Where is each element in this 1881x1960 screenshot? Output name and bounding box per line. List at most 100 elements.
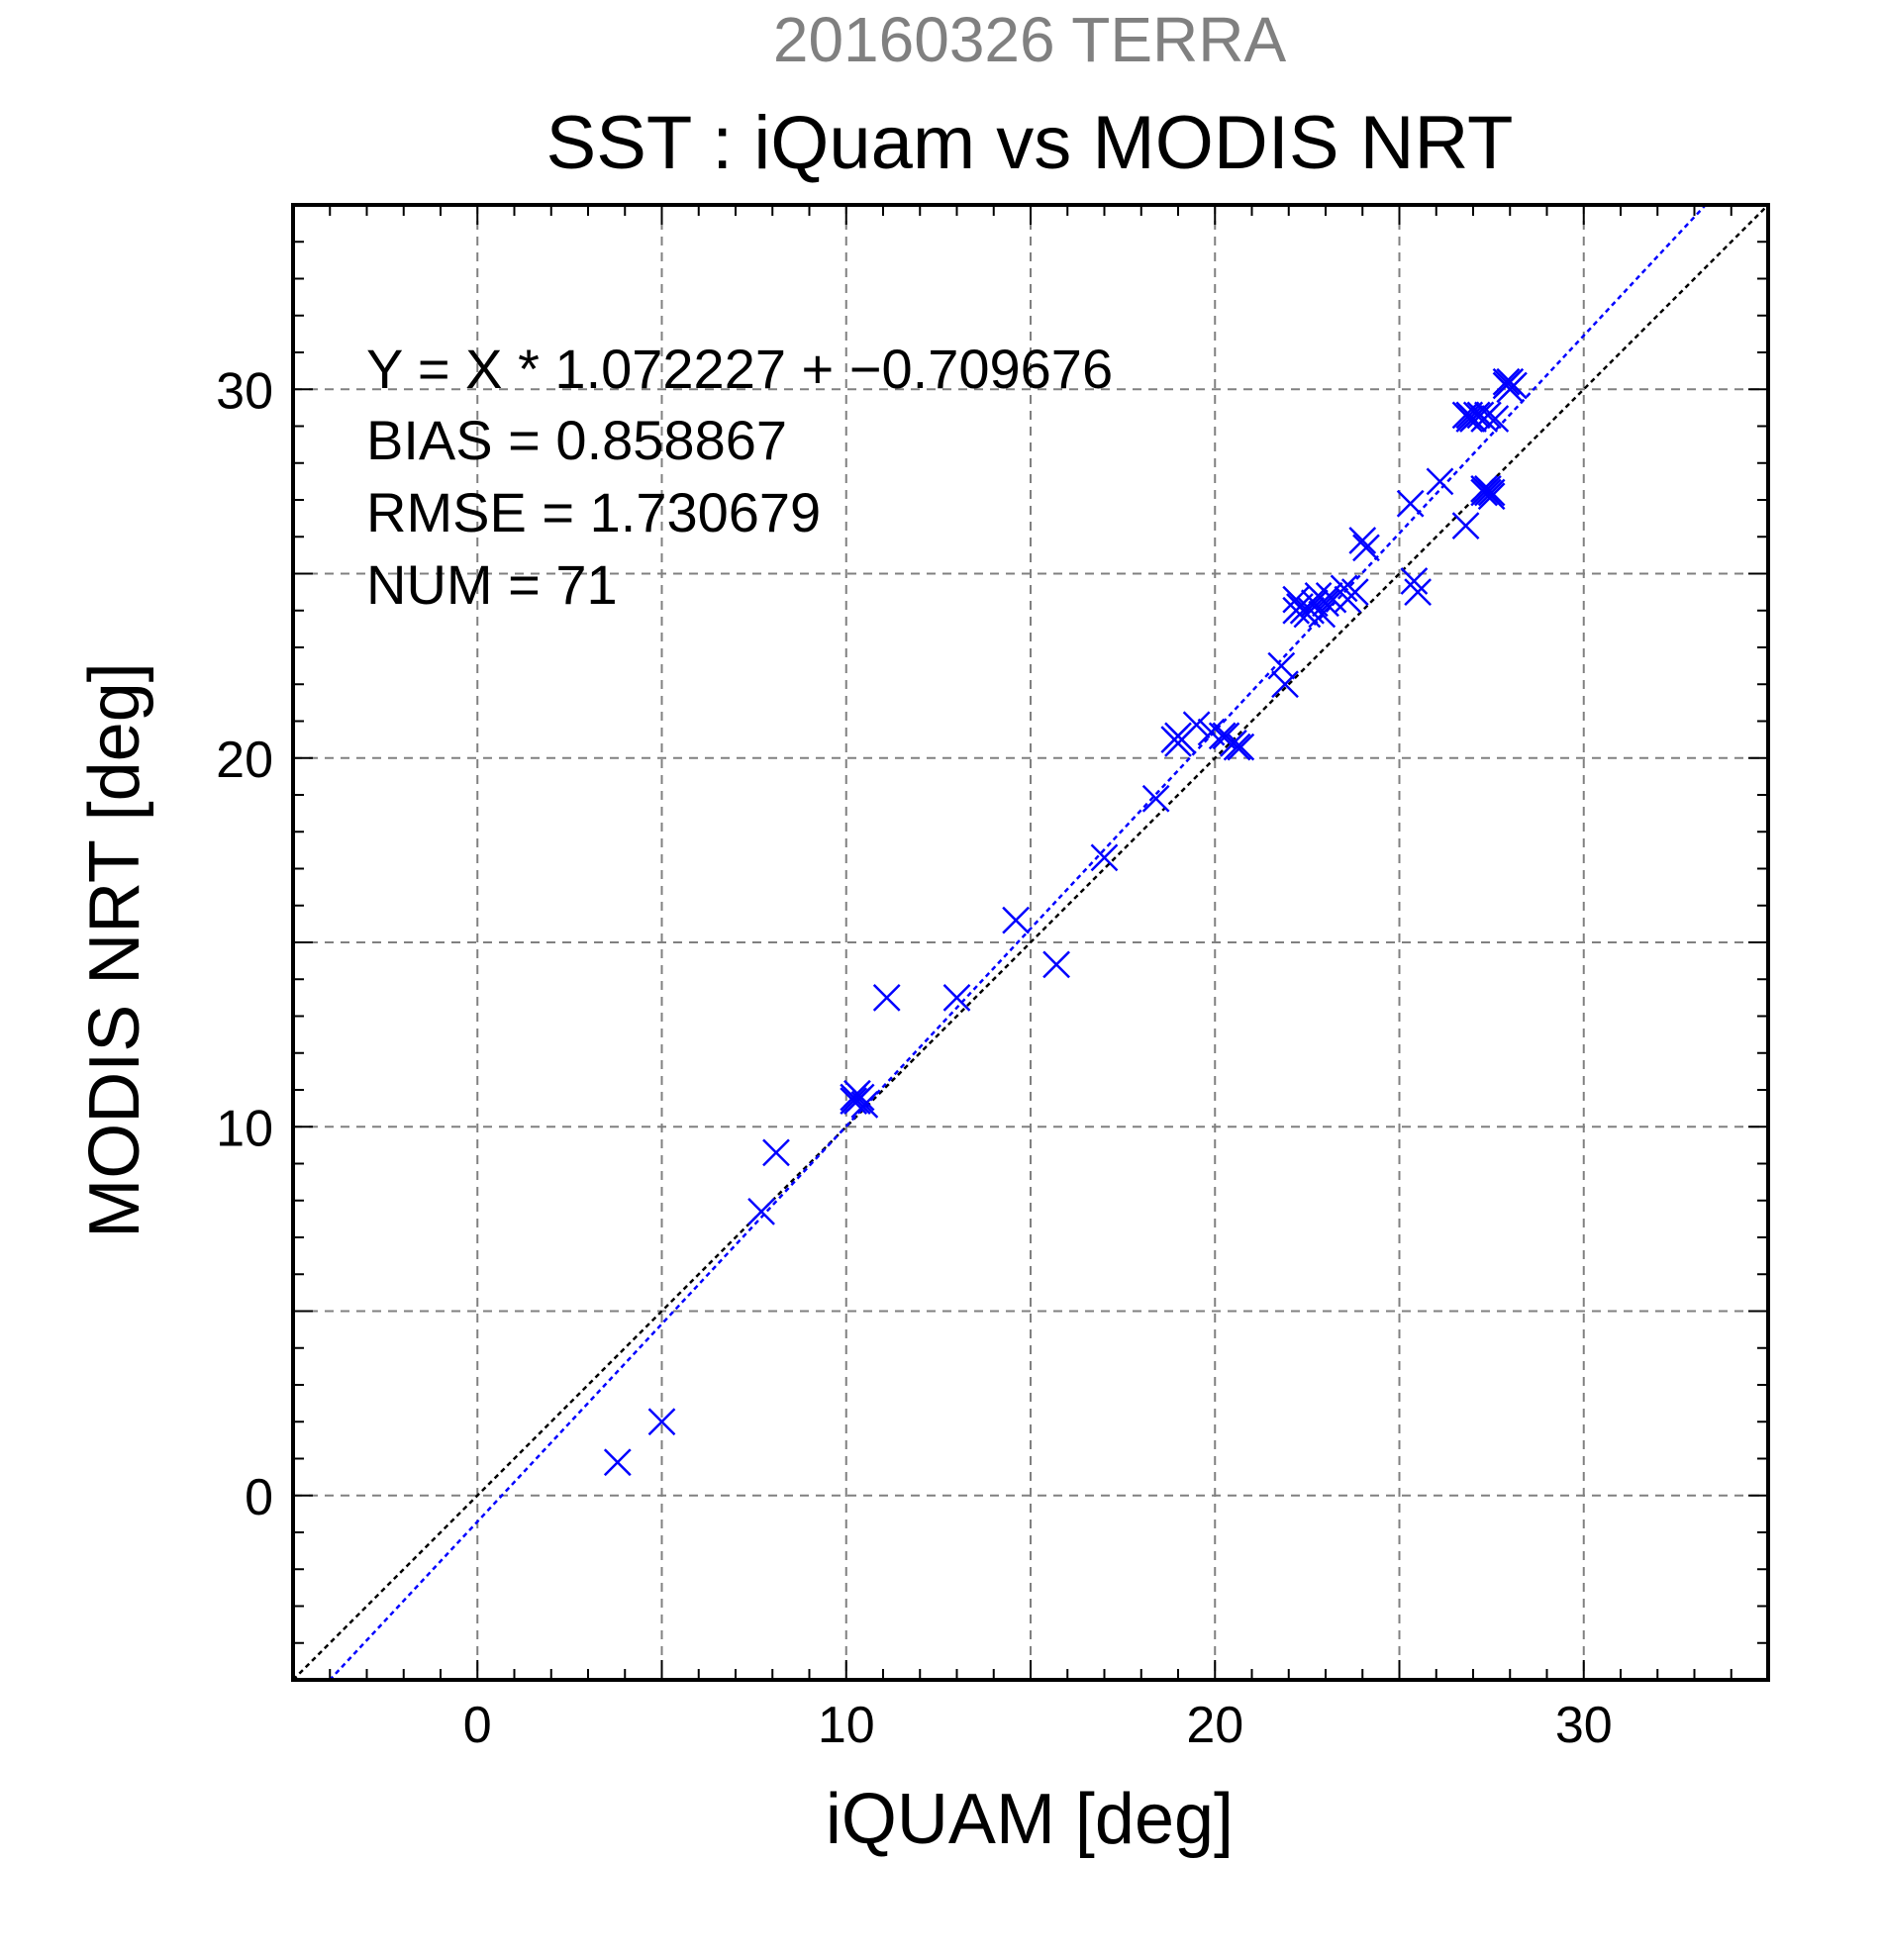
marker-stroke <box>1404 578 1433 607</box>
data-point <box>1267 651 1296 680</box>
data-point <box>1330 574 1358 603</box>
data-point <box>872 983 901 1012</box>
marker-stroke <box>603 1448 632 1477</box>
data-point <box>1141 784 1170 813</box>
data-point <box>1340 578 1369 607</box>
marker-stroke <box>1227 733 1255 761</box>
data-point <box>1164 722 1192 750</box>
marker-stroke <box>1496 375 1525 404</box>
marker-stroke <box>1477 478 1506 507</box>
marker-stroke <box>1352 534 1380 562</box>
marker-stroke <box>850 1091 879 1119</box>
marker-stroke <box>1271 670 1299 699</box>
marker-stroke <box>843 1079 871 1108</box>
marker-stroke <box>1462 401 1491 430</box>
marker-stroke <box>647 1408 676 1436</box>
marker-stroke <box>1348 527 1377 554</box>
marker-stroke <box>1308 600 1336 629</box>
x-axis-label: iQUAM [deg] <box>826 1780 1234 1859</box>
chart-subtitle: 20160326 TERRA <box>773 4 1287 75</box>
data-point <box>1481 405 1510 433</box>
y-tick-label: 0 <box>245 1469 273 1526</box>
data-point <box>1219 729 1247 757</box>
data-point <box>1312 589 1339 618</box>
rmse-value: RMSE = 1.730679 <box>366 481 821 543</box>
marker-stroke <box>1293 600 1322 629</box>
y-tick-label: 30 <box>216 362 273 420</box>
data-point <box>1404 578 1433 607</box>
y-axis-label: MODIS NRT [deg] <box>75 662 154 1238</box>
data-point <box>1227 733 1255 761</box>
bias-value: BIAS = 0.858867 <box>366 409 787 471</box>
data-point <box>942 983 971 1012</box>
marker-stroke <box>1400 567 1429 595</box>
y-tick-label: 20 <box>216 732 273 789</box>
marker-stroke <box>1312 589 1339 618</box>
marker-stroke <box>1090 843 1119 872</box>
marker-stroke <box>1002 906 1030 934</box>
data-point <box>1293 600 1322 629</box>
grid-lines <box>293 205 1768 1680</box>
x-tick-label: 30 <box>1555 1697 1613 1754</box>
data-point <box>1426 467 1454 496</box>
plot-frame <box>291 203 1770 1682</box>
marker-stroke <box>1340 578 1369 607</box>
marker-stroke <box>1492 367 1521 396</box>
stats-box: Y = X * 1.072227 + −0.709676 BIAS = 0.85… <box>366 338 1113 616</box>
marker-stroke <box>762 1138 790 1167</box>
data-points <box>603 367 1528 1477</box>
marker-stroke <box>1396 489 1425 518</box>
data-point <box>762 1138 790 1167</box>
marker-stroke <box>1330 574 1358 603</box>
x-tick-label: 0 <box>463 1697 492 1754</box>
marker-stroke <box>1182 711 1211 739</box>
marker-stroke <box>1164 722 1192 750</box>
marker-stroke <box>1141 784 1170 813</box>
data-point <box>1182 711 1211 739</box>
data-point <box>647 1408 676 1436</box>
data-point <box>1271 670 1299 699</box>
data-point <box>1352 534 1380 562</box>
marker-stroke <box>1474 401 1502 430</box>
data-point <box>1462 401 1491 430</box>
data-point <box>747 1198 775 1225</box>
data-point <box>1477 478 1506 507</box>
chart-title: SST : iQuam vs MODIS NRT <box>546 101 1514 185</box>
data-point <box>840 1087 868 1116</box>
marker-stroke <box>1197 718 1226 746</box>
num-value: NUM = 71 <box>366 553 618 616</box>
data-point <box>1474 401 1502 430</box>
data-point <box>1400 567 1429 595</box>
data-point <box>1455 405 1484 433</box>
marker-stroke <box>1282 585 1311 614</box>
identity-line <box>293 205 1768 1680</box>
marker-stroke <box>1481 405 1510 433</box>
tick-labels: 0 10 20 30 0 10 20 30 <box>216 362 1613 1754</box>
regression-equation: Y = X * 1.072227 + −0.709676 <box>366 338 1113 400</box>
x-tick-label: 20 <box>1186 1697 1243 1754</box>
marker-stroke <box>1470 474 1499 503</box>
marker-stroke <box>1267 651 1296 680</box>
marker-stroke <box>1455 405 1484 433</box>
marker-stroke <box>942 983 971 1012</box>
marker-stroke <box>1208 722 1237 750</box>
data-point <box>1470 474 1499 503</box>
data-point <box>1492 367 1521 396</box>
marker-stroke <box>1451 512 1480 539</box>
data-point <box>1496 375 1525 404</box>
marker-stroke <box>1219 729 1247 757</box>
data-point <box>1348 527 1377 554</box>
marker-stroke <box>1042 950 1070 979</box>
data-point <box>1396 489 1425 518</box>
x-tick-label: 10 <box>818 1697 875 1754</box>
y-tick-label: 10 <box>216 1100 273 1157</box>
marker-stroke <box>872 983 901 1012</box>
data-point <box>843 1079 871 1108</box>
data-point <box>603 1448 632 1477</box>
data-point <box>1451 512 1480 539</box>
data-point <box>1002 906 1030 934</box>
data-point <box>1090 843 1119 872</box>
marker-stroke <box>840 1087 868 1116</box>
data-point <box>1308 600 1336 629</box>
